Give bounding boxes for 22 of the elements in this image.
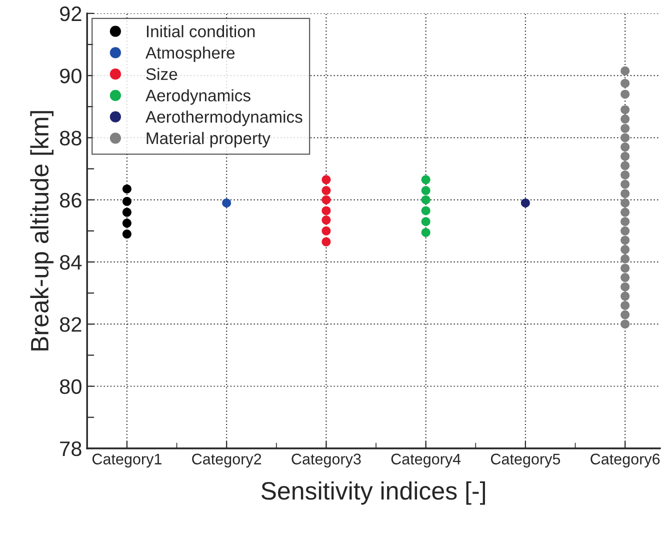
y-axis-title: Break-up altitude [km] [30, 111, 54, 350]
legend-label: Atmosphere [145, 46, 235, 62]
legend-label: Material property [146, 132, 270, 148]
legend-label: Aerodynamics [145, 89, 250, 105]
x-tick-label: Category5 [490, 454, 560, 468]
x-axis-title: Sensitivity indices [-] [261, 481, 485, 505]
x-tick-label: Category4 [391, 454, 461, 468]
legend-label: Initial condition [146, 25, 255, 38]
y-tick-label: 86 [60, 192, 82, 208]
x-tick-label: Category1 [92, 454, 162, 468]
y-tick-label: 82 [60, 317, 82, 332]
y-tick-label: 80 [60, 379, 82, 394]
legend-label: Size [146, 68, 178, 80]
y-tick-label: 78 [60, 441, 82, 456]
y-tick-label: 84 [60, 254, 82, 270]
x-tick-label: Category6 [590, 454, 660, 468]
x-tick-label: Category3 [292, 454, 361, 468]
x-tick-label: Category2 [192, 454, 262, 468]
y-tick-label: 90 [60, 68, 82, 84]
y-tick-label: 88 [60, 130, 82, 146]
legend-label: Aerothermodynamics [145, 110, 302, 126]
y-tick-label: 92 [60, 6, 82, 22]
